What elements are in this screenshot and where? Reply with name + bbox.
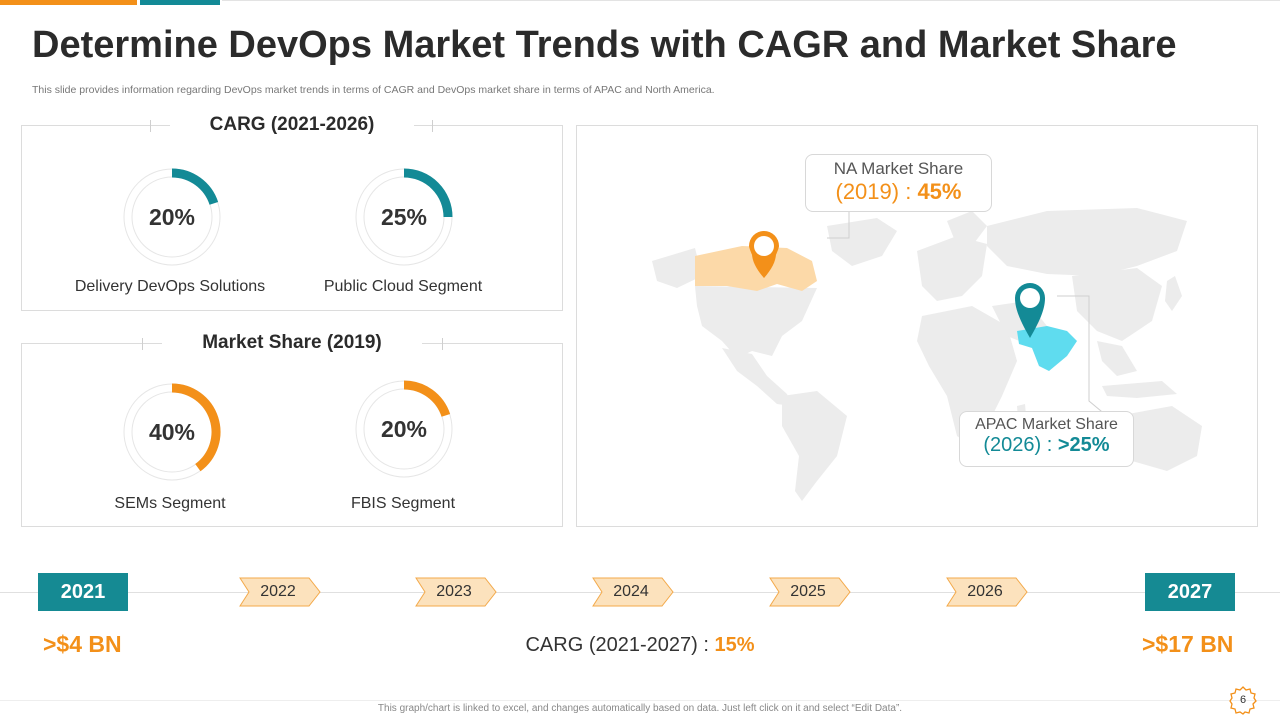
donut-arc xyxy=(403,380,451,417)
donut-chart-sems: 40% xyxy=(122,382,222,482)
cagr-panel-header: CARG (2021-2026) xyxy=(22,114,562,136)
timeline-year: 2024 xyxy=(613,583,649,600)
gear-icon xyxy=(1229,686,1257,715)
timeline-chevron: 2024 xyxy=(592,577,674,607)
na-market-share-callout: NA Market Share (2019) : 45% xyxy=(805,154,992,212)
market-share-panel-header: Market Share (2019) xyxy=(22,332,562,354)
na-callout-percent: 45% xyxy=(917,179,962,204)
na-callout-value: (2019) : 45% xyxy=(806,179,991,205)
timeline-cagr: CARG (2021-2027) : 15% xyxy=(0,634,1280,657)
start-market-value: >$4 BN xyxy=(43,631,122,657)
accent-bar-line xyxy=(222,0,1280,1)
footer-divider xyxy=(0,700,1280,701)
timeline-year: 2023 xyxy=(436,583,472,600)
apac-callout-title: APAC Market Share xyxy=(975,416,1118,433)
accent-bar-teal xyxy=(140,0,220,5)
donut-value: 40% xyxy=(148,419,196,445)
timeline-year: 2022 xyxy=(260,583,296,600)
apac-location-pin-icon xyxy=(1015,283,1045,338)
timeline-year: 2025 xyxy=(790,583,826,600)
donut-label: FBIS Segment xyxy=(350,495,456,512)
apac-market-share-callout: APAC Market Share (2026) : >25% xyxy=(959,411,1134,467)
slide-title: Determine DevOps Market Trends with CAGR… xyxy=(32,24,1177,66)
timeline-end-year: 2027 xyxy=(1145,573,1235,611)
timeline-year: 2026 xyxy=(967,583,1003,600)
donut-label: SEMs Segment xyxy=(114,495,226,512)
donut-arc xyxy=(171,168,219,205)
donut-arc xyxy=(171,383,221,472)
timeline-chevron: 2022 xyxy=(239,577,321,607)
apac-callout-value: (2026) : >25% xyxy=(960,434,1133,457)
na-callout-title: NA Market Share xyxy=(833,159,964,178)
timeline-chevron: 2026 xyxy=(946,577,1028,607)
na-callout-year: (2019) : xyxy=(835,179,918,204)
footer-note: This graph/chart is linked to excel, and… xyxy=(377,703,903,714)
cagr-panel-title: CARG (2021-2026) xyxy=(169,114,415,135)
market-share-panel: Market Share (2019) 40% SEMs Segment 20%… xyxy=(21,332,563,527)
end-market-value: >$17 BN xyxy=(1142,631,1234,657)
india-highlight xyxy=(1017,326,1077,371)
timeline-cagr-label: CARG (2021-2027) : xyxy=(525,634,715,656)
timeline-start-year: 2021 xyxy=(38,573,128,611)
donut-chart-public-cloud: 25% xyxy=(354,167,454,267)
page-number: 6 xyxy=(1239,694,1247,706)
apac-callout-year: (2026) : xyxy=(983,434,1058,456)
accent-bar-orange xyxy=(0,0,137,5)
canada-highlight xyxy=(695,246,817,291)
donut-value: 25% xyxy=(380,204,428,230)
apac-callout-percent: >25% xyxy=(1057,434,1110,456)
timeline-chevron: 2023 xyxy=(415,577,497,607)
market-share-panel-title: Market Share (2019) xyxy=(162,332,422,353)
timeline-cagr-value: 15% xyxy=(714,634,755,656)
donut-value: 20% xyxy=(380,416,428,442)
cagr-panel: CARG (2021-2026) 20% Delivery DevOps Sol… xyxy=(21,114,563,311)
donut-label: Public Cloud Segment xyxy=(323,278,483,295)
timeline-chevron: 2025 xyxy=(769,577,851,607)
donut-chart-delivery-devops: 20% xyxy=(122,167,222,267)
donut-arc xyxy=(403,168,453,218)
donut-chart-fbis: 20% xyxy=(354,379,454,479)
slide-subtitle: This slide provides information regardin… xyxy=(32,84,715,96)
donut-label: Delivery DevOps Solutions xyxy=(74,278,266,295)
na-location-pin-icon xyxy=(749,231,779,278)
page-number-badge: 6 xyxy=(1228,685,1258,715)
donut-value: 20% xyxy=(148,204,196,230)
world-map-panel: NA Market Share (2019) : 45% APAC Market… xyxy=(576,125,1258,527)
